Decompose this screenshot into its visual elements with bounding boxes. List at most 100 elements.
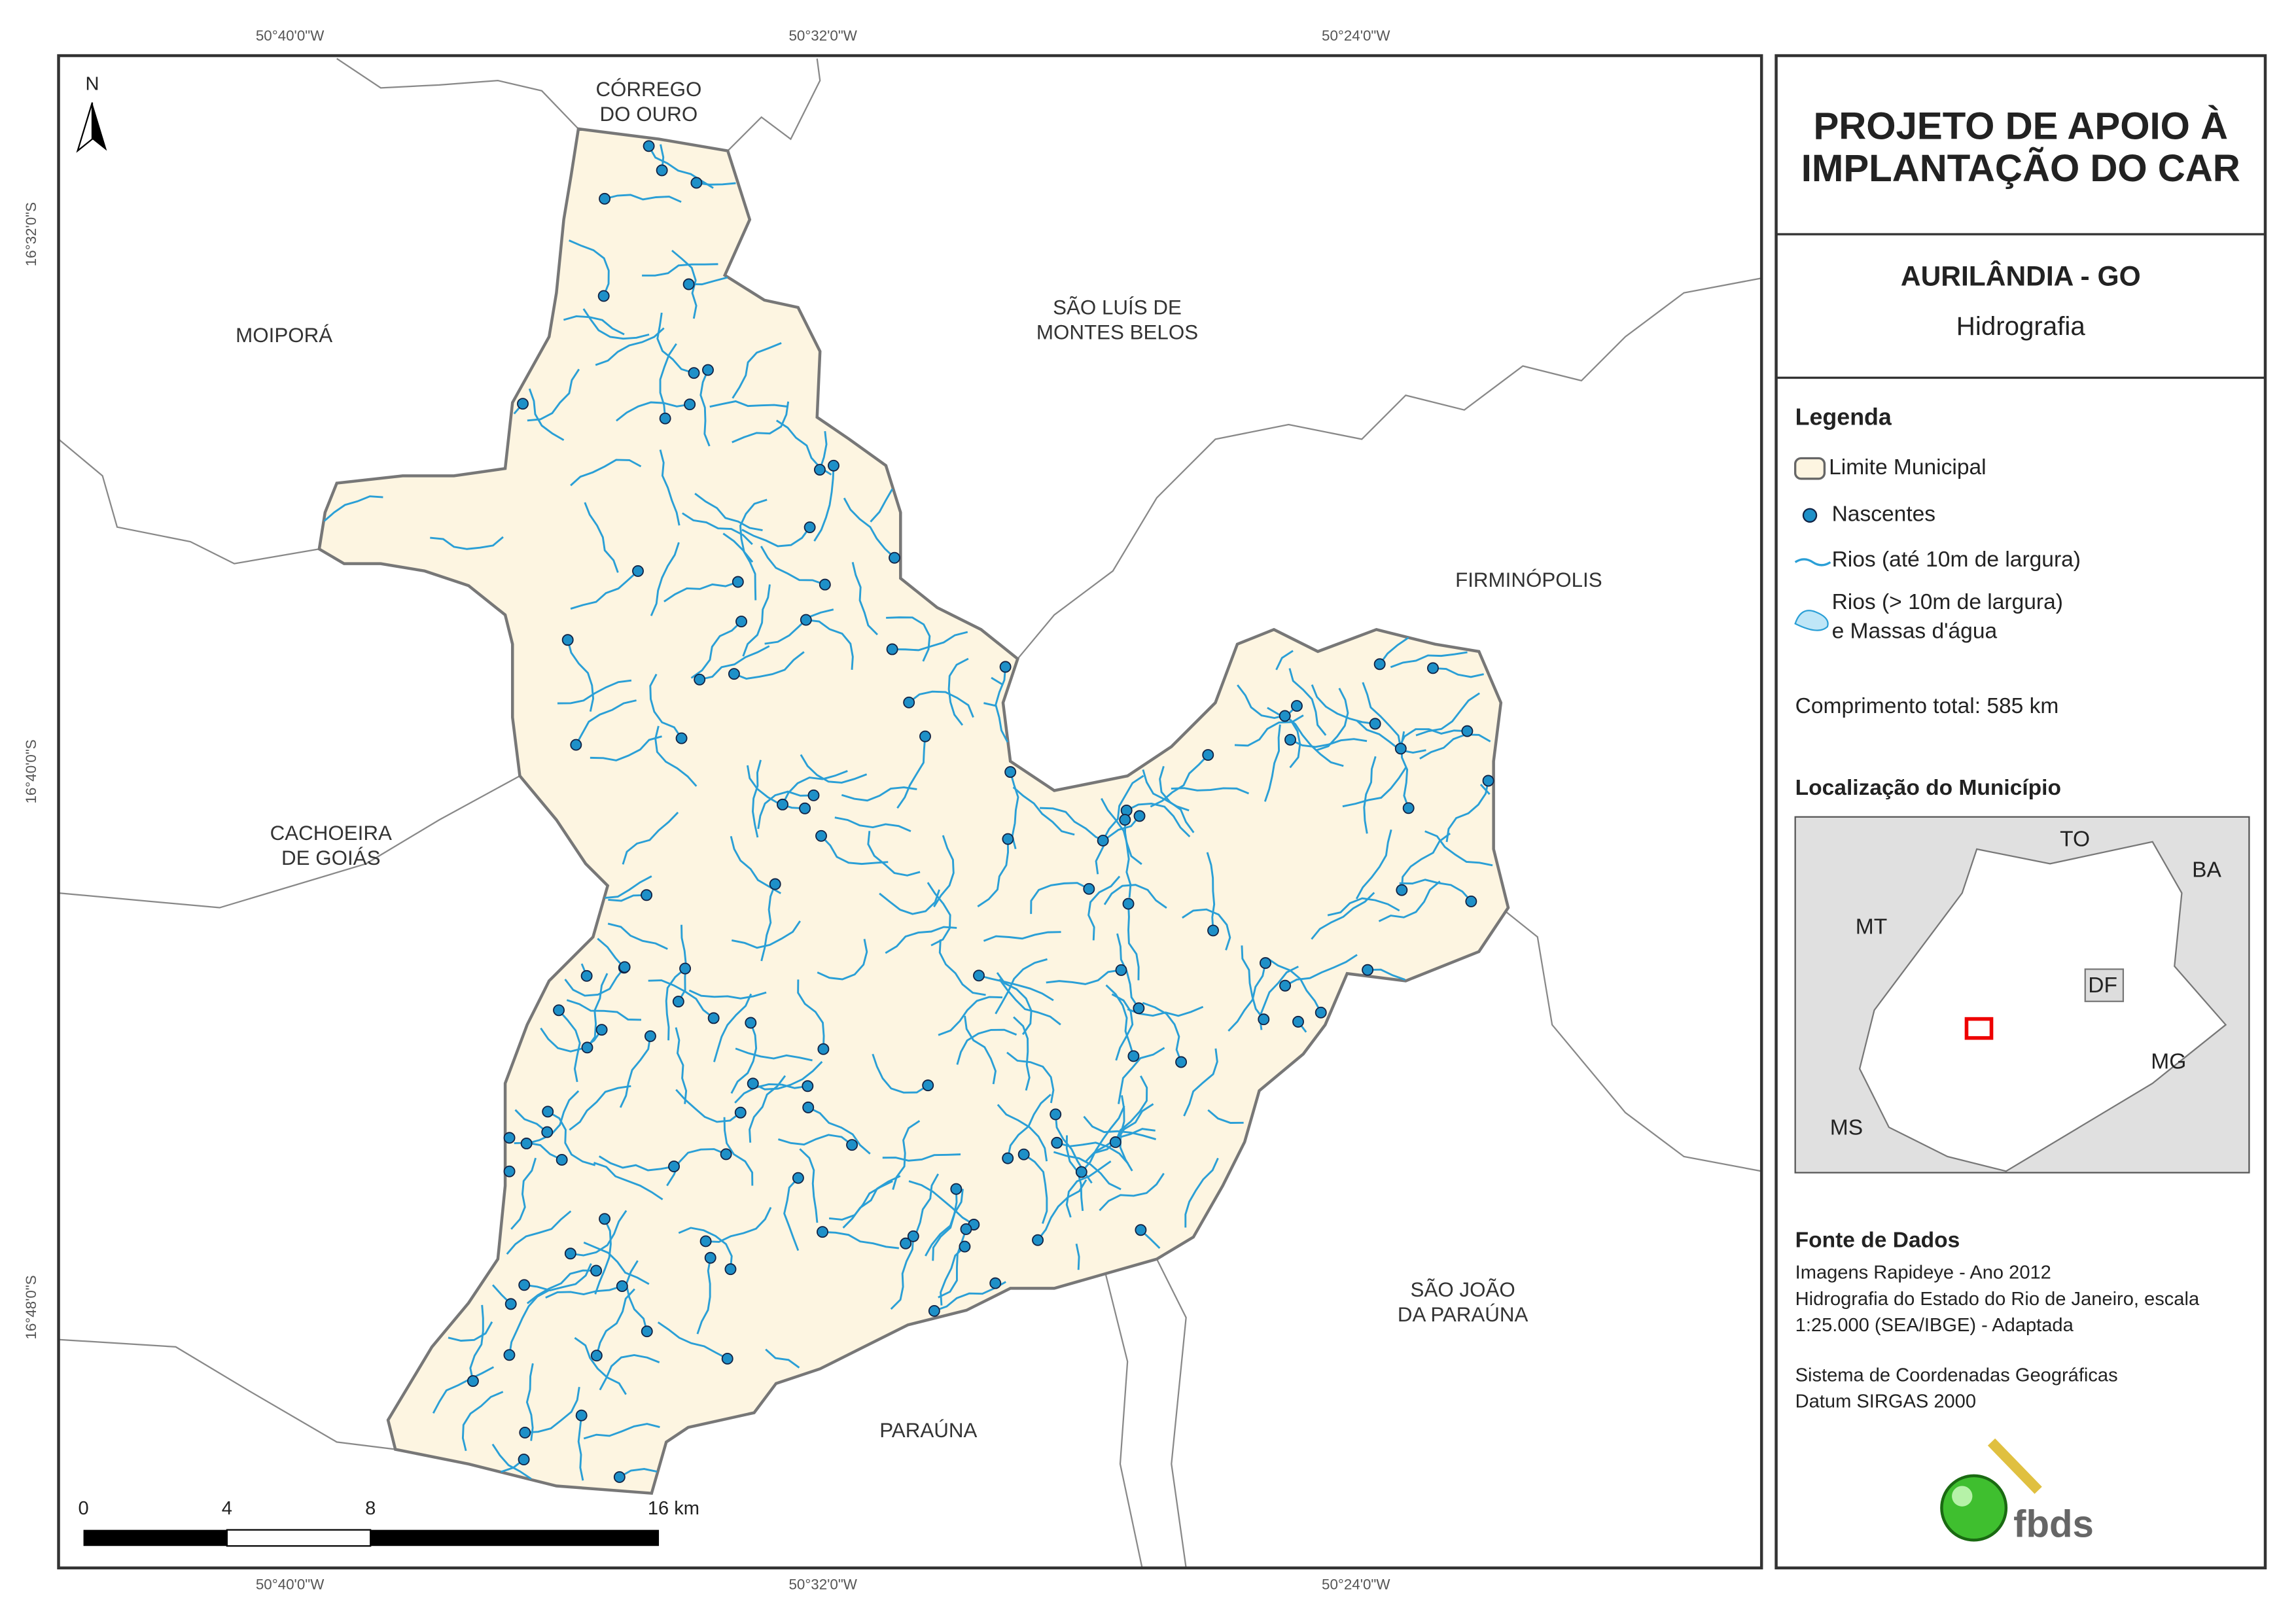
river [527, 368, 580, 422]
spring [1133, 1002, 1145, 1015]
river [583, 1423, 660, 1440]
river [1006, 1051, 1055, 1104]
river [619, 1468, 658, 1478]
river [699, 645, 770, 681]
river [807, 1106, 871, 1155]
legend-item: Rios (> 10m de largura) [1832, 590, 2063, 614]
river [675, 1027, 688, 1104]
spring [688, 367, 700, 379]
state-outline [1858, 841, 2227, 1172]
river [1103, 884, 1167, 909]
river [822, 1230, 899, 1249]
spring [815, 829, 827, 842]
spring [699, 1235, 712, 1248]
river [1363, 756, 1377, 834]
region-label: MG [2151, 1050, 2186, 1074]
spring [828, 459, 839, 472]
north-label: N [85, 74, 99, 95]
spring [518, 1454, 530, 1466]
river [567, 639, 595, 712]
river [657, 1321, 728, 1360]
river [469, 1304, 484, 1382]
spring [1394, 742, 1407, 755]
river [570, 459, 642, 487]
spring [581, 1041, 593, 1054]
spring [504, 1298, 517, 1310]
spring [919, 730, 931, 742]
spring [1017, 1148, 1030, 1161]
river [732, 401, 790, 444]
river [996, 972, 1033, 1036]
spring [1097, 835, 1109, 846]
river [1432, 667, 1484, 678]
river [896, 736, 927, 809]
scale-label: 4 [222, 1498, 232, 1519]
river [598, 1155, 675, 1172]
river [1046, 969, 1122, 985]
river [1398, 728, 1468, 749]
spring [1284, 733, 1296, 746]
sources-line: 1:25.000 (SEA/IBGE) - Adaptada [1795, 1315, 2074, 1336]
river [828, 1180, 893, 1221]
river [1012, 786, 1075, 836]
river [666, 1148, 727, 1187]
river [696, 182, 736, 186]
river [1184, 1157, 1219, 1228]
river [842, 1175, 901, 1229]
spring [641, 889, 653, 901]
river [820, 835, 889, 865]
coord-label: 16°48'0"S [23, 1275, 39, 1339]
river [563, 315, 625, 336]
river [557, 679, 632, 705]
river [569, 1085, 631, 1131]
river [1094, 1103, 1154, 1154]
spring [819, 578, 831, 591]
spring [1032, 1234, 1044, 1246]
spring [590, 1265, 603, 1277]
river [1102, 775, 1144, 841]
river [569, 239, 610, 297]
river [619, 1036, 652, 1108]
river [722, 532, 757, 601]
spring [802, 1101, 815, 1113]
region-label: MT [1856, 915, 1887, 939]
spring [728, 668, 740, 680]
spring [1315, 1006, 1327, 1019]
river [964, 1015, 997, 1085]
river [557, 1009, 581, 1083]
river [659, 343, 677, 419]
coord-label: 50°40'0"W [256, 1577, 325, 1593]
river [1275, 650, 1294, 671]
river [688, 989, 767, 1000]
spring [641, 1325, 653, 1338]
river [1378, 881, 1441, 922]
river [650, 542, 680, 616]
spring [1075, 1166, 1087, 1178]
river [834, 816, 911, 833]
spring [503, 1165, 516, 1178]
region-label: BA [2192, 858, 2221, 882]
river [1040, 807, 1108, 843]
river [625, 1260, 648, 1332]
river [995, 958, 1048, 1015]
spring [792, 1172, 804, 1184]
river [682, 512, 753, 546]
river [879, 889, 940, 915]
spring [1202, 749, 1214, 761]
spring [720, 1148, 732, 1161]
river [1036, 1179, 1087, 1241]
sources-line: Sistema de Coordenadas Geográficas [1795, 1365, 2118, 1386]
spring [613, 1471, 626, 1483]
river [1327, 897, 1400, 916]
spring [542, 1106, 554, 1118]
spring [1051, 1136, 1063, 1149]
spring [684, 398, 696, 411]
spring [519, 1426, 531, 1439]
river [594, 1218, 612, 1295]
spring [517, 398, 529, 410]
spring [467, 1375, 479, 1387]
scale-label: 0 [78, 1498, 88, 1519]
river [799, 1148, 819, 1223]
spring [1127, 1050, 1140, 1062]
neighbor-label: CACHOEIRA [270, 822, 392, 845]
